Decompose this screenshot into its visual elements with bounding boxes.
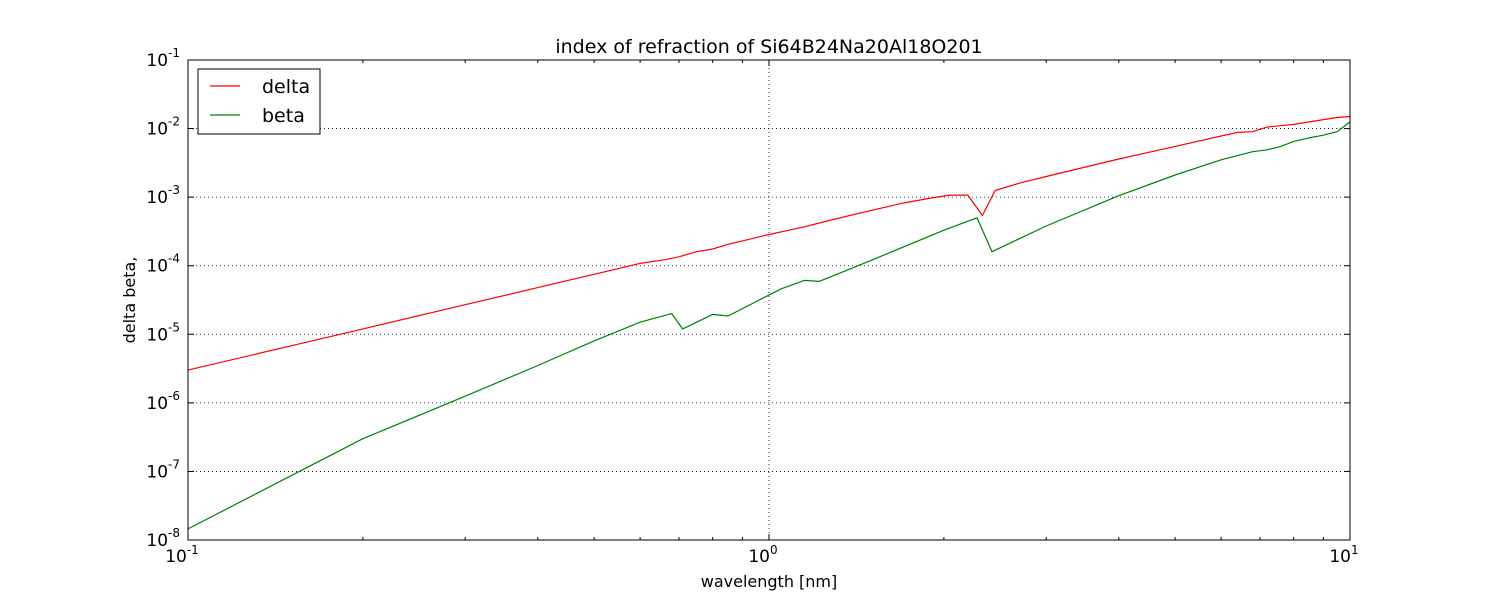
axis-ticks — [187, 59, 1351, 541]
series-line-delta — [187, 115, 1351, 371]
y-tick-label: 10-1 — [146, 46, 180, 71]
x-tick-label: 101 — [1329, 543, 1358, 567]
plot-area — [187, 115, 1351, 530]
chart-title: index of refraction of Si64B24Na20Al18O2… — [555, 36, 982, 58]
x-tick-label: 10-1 — [165, 543, 199, 567]
y-tick-label: 10-5 — [146, 320, 180, 345]
y-tick-label: 10-4 — [146, 252, 180, 277]
legend-label-delta: delta — [262, 76, 310, 98]
y-tick-label: 10-6 — [146, 389, 180, 414]
legend-label-beta: beta — [262, 105, 305, 127]
legend-box — [197, 68, 321, 135]
tick-labels: 10-1 100 101 10-8 10-7 10-6 10-5 10-4 10-3 10-2 10… — [146, 46, 1358, 567]
x-tick-label: 100 — [748, 543, 777, 567]
grid — [188, 60, 1350, 540]
y-tick-label: 10-8 — [146, 526, 180, 551]
legend: delta beta — [197, 68, 321, 135]
series-line-beta — [187, 121, 1351, 530]
x-axis-label: wavelength [nm] — [701, 572, 838, 591]
y-tick-label: 10-7 — [146, 457, 180, 482]
y-axis-label: delta beta, — [120, 257, 139, 344]
y-tick-label: 10-3 — [146, 183, 180, 208]
y-tick-label: 10-2 — [146, 115, 180, 140]
